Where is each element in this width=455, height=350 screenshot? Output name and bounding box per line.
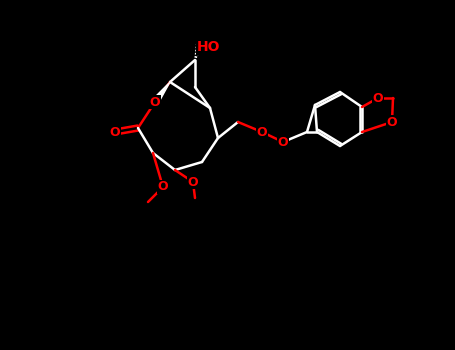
Text: O: O: [150, 96, 160, 108]
Text: O: O: [257, 126, 268, 139]
Text: O: O: [187, 175, 198, 189]
Polygon shape: [152, 82, 170, 104]
Text: O: O: [278, 135, 288, 148]
Text: HO: HO: [196, 40, 220, 54]
Text: O: O: [110, 126, 120, 139]
Text: O: O: [373, 91, 383, 105]
Text: O: O: [387, 116, 397, 128]
Text: O: O: [158, 181, 168, 194]
